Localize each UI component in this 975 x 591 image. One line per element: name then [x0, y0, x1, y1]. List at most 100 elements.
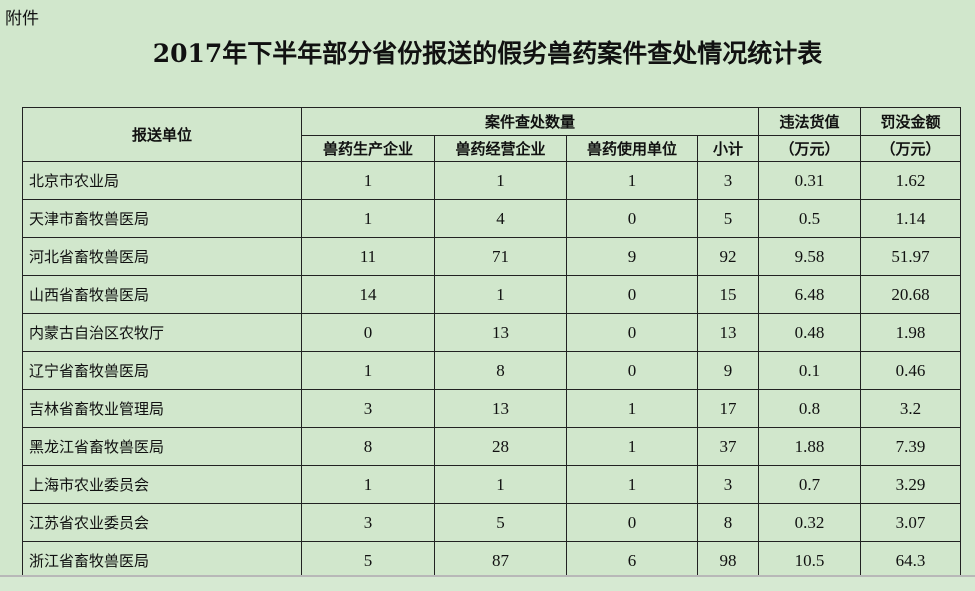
cell-unit: 山西省畜牧兽医局 [22, 275, 302, 314]
cell-user: 1 [566, 465, 698, 504]
cell-producer: 11 [301, 237, 435, 276]
cell-producer: 3 [301, 389, 435, 428]
table-row: 江苏省农业委员会 3 5 0 8 0.32 3.07 [22, 503, 962, 542]
cell-value: 0.7 [758, 465, 862, 504]
cell-unit: 江苏省农业委员会 [22, 503, 302, 542]
cell-fine: 1.98 [860, 313, 962, 352]
cell-value: 6.48 [758, 275, 862, 314]
cell-producer: 1 [301, 199, 435, 238]
cell-unit: 浙江省畜牧兽医局 [22, 541, 302, 580]
cell-fine: 0.46 [860, 351, 962, 390]
cell-value: 0.5 [758, 199, 862, 238]
cell-user: 0 [566, 199, 698, 238]
cell-user: 1 [566, 427, 698, 466]
cell-dealer: 13 [434, 313, 567, 352]
cell-unit: 天津市畜牧兽医局 [22, 199, 302, 238]
cell-user: 0 [566, 313, 698, 352]
table-row: 天津市畜牧兽医局 1 4 0 5 0.5 1.14 [22, 199, 962, 238]
cell-fine: 7.39 [860, 427, 962, 466]
table-row: 上海市农业委员会 1 1 1 3 0.7 3.29 [22, 465, 962, 504]
cell-fine: 1.62 [860, 161, 962, 200]
cell-producer: 0 [301, 313, 435, 352]
cell-dealer: 1 [434, 465, 567, 504]
cell-fine: 20.68 [860, 275, 962, 314]
cell-subtotal: 8 [696, 503, 760, 542]
cell-subtotal: 3 [696, 465, 760, 504]
cell-dealer: 5 [434, 503, 567, 542]
cell-dealer: 87 [434, 541, 567, 580]
cell-user: 9 [566, 237, 698, 276]
cell-subtotal: 9 [696, 351, 760, 390]
cell-unit: 辽宁省畜牧兽医局 [22, 351, 302, 390]
cell-subtotal: 17 [696, 389, 760, 428]
table-row: 山西省畜牧兽医局 14 1 0 15 6.48 20.68 [22, 275, 962, 314]
table-row: 辽宁省畜牧兽医局 1 8 0 9 0.1 0.46 [22, 351, 962, 390]
header-fine-line1: 罚没金额 [860, 107, 962, 136]
cell-subtotal: 5 [696, 199, 760, 238]
cell-unit: 河北省畜牧兽医局 [22, 237, 302, 276]
cell-user: 1 [566, 161, 698, 200]
cell-fine: 3.2 [860, 389, 962, 428]
cell-fine: 64.3 [860, 541, 962, 580]
cell-dealer: 1 [434, 275, 567, 314]
cell-value: 9.58 [758, 237, 862, 276]
cell-value: 0.1 [758, 351, 862, 390]
cell-user: 1 [566, 389, 698, 428]
header-subtotal: 小计 [696, 135, 760, 162]
cell-producer: 1 [301, 351, 435, 390]
cell-dealer: 8 [434, 351, 567, 390]
cell-subtotal: 37 [696, 427, 760, 466]
table-row: 河北省畜牧兽医局 11 71 9 92 9.58 51.97 [22, 237, 962, 276]
cell-producer: 3 [301, 503, 435, 542]
cell-value: 0.32 [758, 503, 862, 542]
cell-unit: 黑龙江省畜牧兽医局 [22, 427, 302, 466]
cell-value: 10.5 [758, 541, 862, 580]
table-row: 内蒙古自治区农牧厅 0 13 0 13 0.48 1.98 [22, 313, 962, 352]
table-row: 黑龙江省畜牧兽医局 8 28 1 37 1.88 7.39 [22, 427, 962, 466]
cell-subtotal: 15 [696, 275, 760, 314]
cell-producer: 14 [301, 275, 435, 314]
cell-dealer: 28 [434, 427, 567, 466]
cell-user: 0 [566, 503, 698, 542]
cell-subtotal: 98 [696, 541, 760, 580]
sheet-bottom-edge [0, 575, 975, 591]
cell-producer: 1 [301, 161, 435, 200]
page-title: 2017年下半年部分省份报送的假劣兽药案件查处情况统计表 [152, 39, 823, 68]
cell-unit: 吉林省畜牧业管理局 [22, 389, 302, 428]
cell-fine: 3.07 [860, 503, 962, 542]
header-cases-group: 案件查处数量 [300, 107, 760, 136]
attachment-label: 附件 [5, 9, 39, 29]
cell-unit: 上海市农业委员会 [22, 465, 302, 504]
cell-dealer: 71 [434, 237, 567, 276]
cell-value: 0.31 [758, 161, 862, 200]
header-unit: 报送单位 [22, 107, 302, 162]
cell-user: 0 [566, 351, 698, 390]
cell-unit: 内蒙古自治区农牧厅 [22, 313, 302, 352]
header-value-line1: 违法货值 [758, 107, 862, 136]
cell-subtotal: 3 [696, 161, 760, 200]
cell-dealer: 1 [434, 161, 567, 200]
header-value-line2: （万元） [758, 135, 862, 162]
cell-value: 1.88 [758, 427, 862, 466]
cell-subtotal: 92 [696, 237, 760, 276]
cell-dealer: 4 [434, 199, 567, 238]
cell-value: 0.8 [758, 389, 862, 428]
header-producer: 兽药生产企业 [301, 135, 435, 162]
cell-producer: 1 [301, 465, 435, 504]
header-dealer: 兽药经营企业 [434, 135, 567, 162]
cell-fine: 51.97 [860, 237, 962, 276]
table-row: 浙江省畜牧兽医局 5 87 6 98 10.5 64.3 [22, 541, 962, 580]
cell-subtotal: 13 [696, 313, 760, 352]
cell-fine: 1.14 [860, 199, 962, 238]
cell-producer: 8 [301, 427, 435, 466]
cell-value: 0.48 [758, 313, 862, 352]
cell-fine: 3.29 [860, 465, 962, 504]
cell-user: 0 [566, 275, 698, 314]
header-user: 兽药使用单位 [566, 135, 698, 162]
cell-dealer: 13 [434, 389, 567, 428]
header-fine-line2: （万元） [860, 135, 962, 162]
statistics-table: 报送单位 案件查处数量 违法货值 罚没金额 兽药生产企业 兽药经营企业 兽药使用… [22, 107, 962, 580]
table-row: 北京市农业局 1 1 1 3 0.31 1.62 [22, 161, 962, 200]
table-row: 吉林省畜牧业管理局 3 13 1 17 0.8 3.2 [22, 389, 962, 428]
cell-producer: 5 [301, 541, 435, 580]
